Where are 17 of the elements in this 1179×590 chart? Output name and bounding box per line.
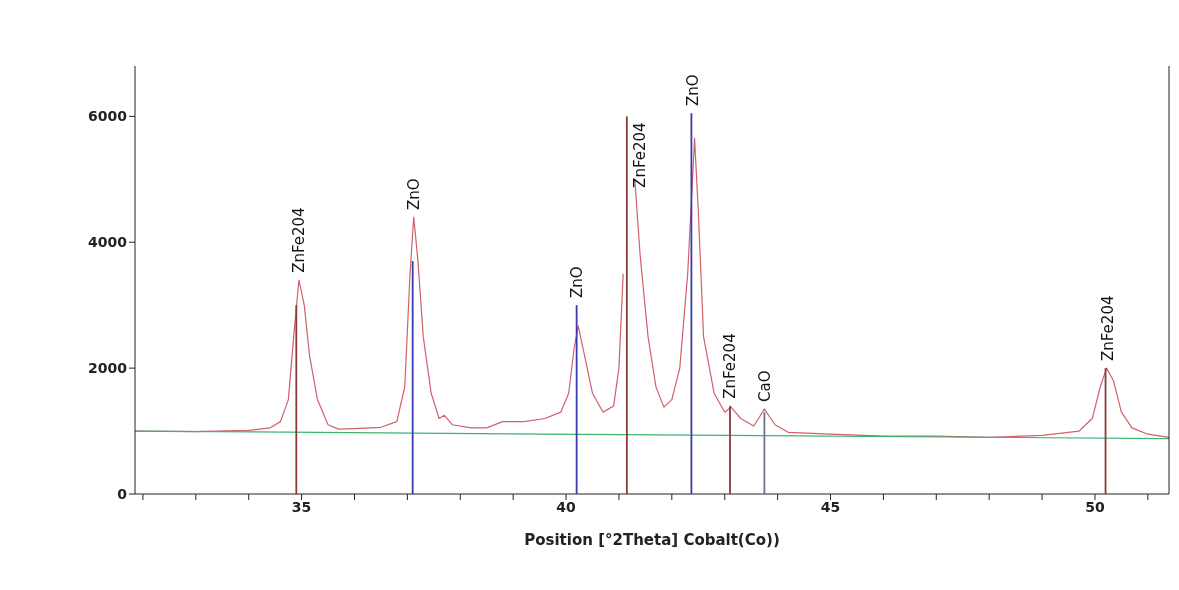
y-tick-label: 6000 [88, 108, 128, 125]
annotation: ZnFe204 [290, 207, 309, 273]
y-tick-label: 0 [117, 485, 128, 502]
annotation: ZnFe204 [721, 333, 740, 399]
annotation: ZnFe204 [631, 122, 650, 188]
x-tick-label: 45 [820, 498, 841, 515]
annotation: ZnFe204 [1099, 295, 1118, 361]
x-tick-label: 35 [291, 498, 312, 515]
annotation: ZnO [684, 74, 703, 107]
annotation: CaO [755, 370, 774, 402]
x-tick-label: 40 [556, 498, 577, 515]
x-tick-label: 50 [1085, 498, 1105, 515]
y-tick-label: 2000 [88, 360, 128, 377]
y-tick-label: 4000 [88, 234, 128, 251]
annotation: ZnO [567, 266, 586, 299]
annotation: ZnO [404, 178, 423, 210]
x-axis-title: Position [°2Theta] Cobalt(Co)) [524, 530, 780, 549]
